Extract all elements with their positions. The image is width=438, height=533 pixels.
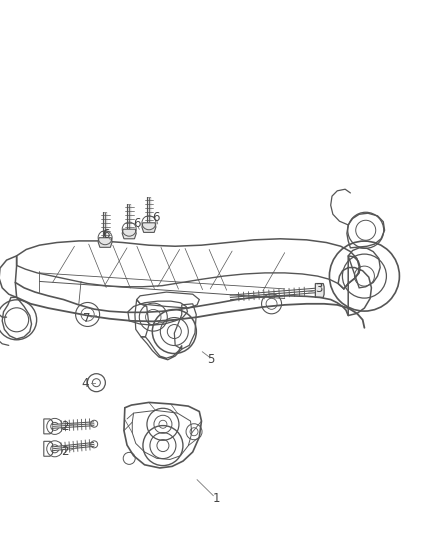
Text: 7: 7: [83, 312, 91, 325]
Text: 4: 4: [81, 377, 89, 390]
Text: 3: 3: [315, 282, 322, 295]
Polygon shape: [122, 229, 136, 239]
Text: 5: 5: [208, 353, 215, 366]
Text: 1: 1: [213, 492, 221, 505]
Polygon shape: [142, 223, 156, 232]
Text: 6: 6: [152, 211, 159, 224]
Text: 2: 2: [61, 446, 69, 458]
Text: 2: 2: [61, 420, 69, 433]
Text: 6: 6: [102, 228, 110, 241]
Polygon shape: [315, 284, 324, 297]
Text: 6: 6: [133, 217, 141, 230]
Polygon shape: [98, 238, 112, 247]
